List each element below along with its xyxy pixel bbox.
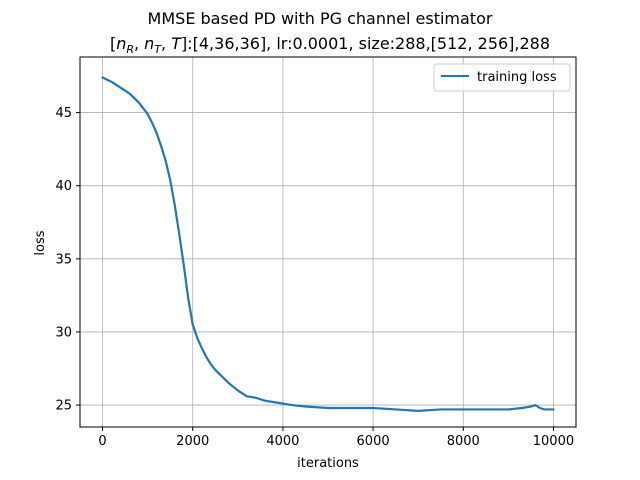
chart-title: MMSE based PD with PG channel estimator — [148, 9, 493, 28]
y-tick-label: 25 — [55, 399, 72, 414]
series-line-training-loss — [101, 76, 555, 413]
subtitle-symbol-n2: n — [144, 34, 154, 53]
x-tick-label: 6000 — [357, 434, 390, 449]
y-tick-label: 45 — [55, 106, 72, 121]
grid-lines — [80, 57, 576, 427]
x-tick-label: 10000 — [533, 434, 574, 449]
legend: training loss — [433, 63, 571, 92]
y-tick-label: 35 — [55, 252, 72, 267]
subtitle-symbol-n1: n — [116, 34, 126, 53]
y-tick-label: 40 — [55, 179, 72, 194]
y-axis-label: loss — [33, 230, 48, 255]
y-tick-label: 30 — [55, 325, 72, 340]
x-tick-label: 4000 — [266, 434, 299, 449]
x-axis-ticks: 0 2000 4000 6000 8000 10000 — [98, 427, 574, 449]
legend-label: training loss — [477, 70, 557, 85]
subtitle-subscript-T: T — [154, 43, 162, 56]
subtitle-comma-1: , — [134, 34, 144, 53]
series-lines — [101, 76, 555, 413]
subtitle-comma-2: , — [161, 34, 171, 53]
legend-box — [433, 63, 571, 92]
x-tick-label: 8000 — [447, 434, 480, 449]
x-tick-label: 0 — [98, 434, 106, 449]
subtitle-bracket-close: ] — [181, 34, 187, 53]
chart-subtitle: [nR, nT, T]:[4,36,36], lr:0.0001, size:2… — [110, 34, 550, 56]
subtitle-text: :[4,36,36], lr:0.0001, size:288,[512, 25… — [187, 34, 550, 53]
subtitle-subscript-R: R — [126, 43, 134, 56]
subtitle-bracket-open: [ — [110, 34, 116, 53]
plot-frame — [79, 56, 577, 428]
y-axis-ticks: 25 30 35 40 45 — [55, 106, 80, 414]
subtitle-symbol-T: T — [171, 34, 182, 53]
x-axis-label: iterations — [297, 456, 359, 471]
x-tick-label: 2000 — [176, 434, 209, 449]
